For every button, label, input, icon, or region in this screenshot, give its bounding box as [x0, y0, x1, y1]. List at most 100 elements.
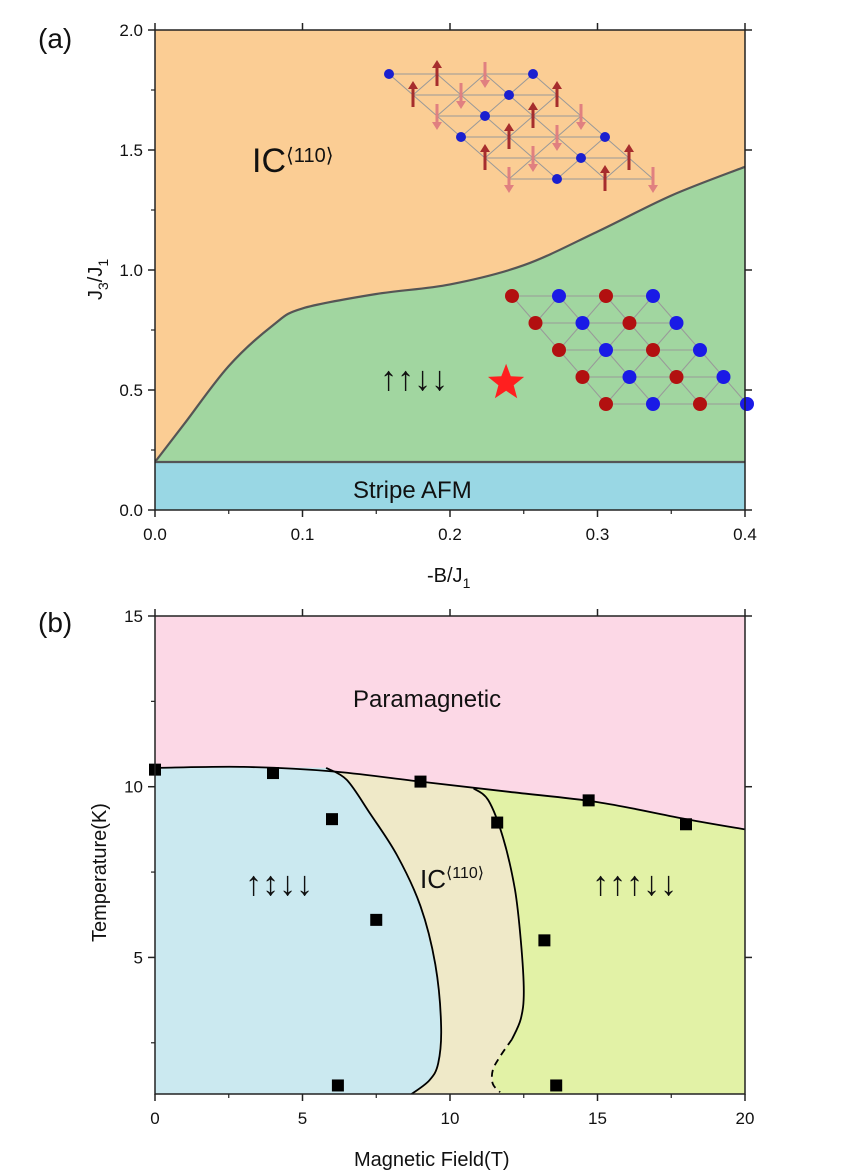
y-axis-title-a: J3/J1: [85, 259, 111, 300]
lattice-site-blue: [716, 370, 731, 384]
spin-up-head: [600, 165, 610, 173]
panel-b-label: (b): [38, 607, 72, 638]
lattice-site-blue: [693, 343, 707, 357]
boundary-ic-uudd: [155, 165, 745, 463]
lattice-bond: [436, 115, 462, 138]
x-tick-label-a: 0.0: [143, 525, 167, 544]
lattice-bond: [436, 73, 462, 96]
y-tick-label-b: 10: [124, 778, 143, 797]
x-tick-label-b: 20: [736, 1109, 755, 1128]
data-point: [267, 767, 279, 780]
lattice-bond: [580, 136, 606, 159]
spin-up-head: [408, 81, 418, 89]
lattice-bond: [556, 136, 582, 159]
lattice-site-red: [599, 289, 613, 303]
x-tick-label-a: 0.2: [438, 525, 462, 544]
lattice-bond: [484, 136, 510, 159]
data-point: [550, 1079, 563, 1092]
region-udud: [155, 766, 442, 1094]
spin-down-head: [528, 164, 538, 172]
spin-down-head: [552, 143, 562, 151]
spin-up-head: [528, 102, 538, 110]
data-point: [326, 813, 338, 826]
lattice-site-blue: [669, 316, 684, 330]
lattice-bond: [532, 94, 558, 117]
lattice-ic-inset: [384, 60, 658, 193]
spin-up-head: [480, 144, 490, 152]
lattice-bond: [484, 94, 510, 117]
spin-up-head: [504, 123, 514, 131]
lattice-bond: [580, 115, 606, 138]
spin-down-head: [432, 122, 442, 130]
lattice-site-blue: [504, 90, 514, 100]
spin-down-head: [480, 80, 490, 88]
boundary-right: [473, 787, 525, 1040]
data-point: [582, 794, 595, 807]
y-tick-label-a: 1.5: [119, 141, 143, 160]
x-axis-title-a: -B/J1: [427, 565, 471, 591]
lattice-bond: [580, 157, 606, 180]
lattice-site-red: [552, 343, 566, 357]
boundary-left: [325, 767, 443, 1094]
spin-down-head: [576, 122, 586, 130]
lattice-bond: [628, 157, 654, 180]
region-uudd-a: [155, 166, 745, 510]
x-tick-label-a: 0.1: [291, 525, 315, 544]
lattice-bond: [556, 94, 582, 117]
lattice-bond: [604, 157, 630, 180]
lattice-site-blue: [740, 397, 754, 411]
lattice-bond: [412, 94, 438, 117]
y-tick-label-b: 5: [134, 948, 143, 967]
boundary-paramagnetic: [155, 765, 745, 831]
lattice-site-red: [622, 316, 637, 330]
lattice-bond: [508, 136, 534, 159]
lattice-site-blue: [600, 132, 610, 142]
spin-up-head: [552, 81, 562, 89]
lattice-bond: [508, 94, 534, 117]
lattice-site-blue: [456, 132, 466, 142]
data-point: [538, 934, 551, 947]
y-tick-label-b: 15: [124, 607, 143, 626]
lattice-site-blue: [576, 153, 586, 163]
lattice-site-red: [505, 289, 519, 303]
lattice-site-blue: [552, 289, 566, 303]
label-ic-110-a: IC⟨110⟩: [252, 142, 334, 180]
spin-down-head: [504, 185, 514, 193]
lattice-site-red: [693, 397, 707, 411]
boundary-right-dashed: [490, 1038, 513, 1093]
x-tick-label-a: 0.4: [733, 525, 757, 544]
lattice-bond: [484, 115, 510, 138]
star-marker: [488, 363, 525, 399]
label-paramagnetic: Paramagnetic: [353, 686, 501, 713]
lattice-site-blue: [622, 370, 637, 384]
lattice-bond: [532, 157, 558, 180]
lattice-site-blue: [528, 69, 538, 79]
lattice-site-red: [669, 370, 684, 384]
spin-up-head: [624, 144, 634, 152]
label-ic-110-b: IC⟨110⟩: [420, 864, 484, 894]
data-point: [680, 818, 692, 831]
lattice-site-blue: [599, 343, 613, 357]
lattice-site-red: [599, 397, 613, 411]
lattice-site-blue: [552, 174, 562, 184]
lattice-bond: [436, 94, 462, 117]
lattice-uudd-inset: [505, 289, 754, 411]
lattice-bond: [388, 73, 414, 96]
lattice-bond: [460, 73, 486, 96]
x-axis-title-b: Magnetic Field(T): [354, 1149, 510, 1171]
lattice-bond: [604, 136, 630, 159]
data-point: [370, 913, 383, 926]
lattice-site-red: [575, 370, 590, 384]
label-udud: ↑↕↓↓: [245, 865, 313, 903]
lattice-bond: [484, 157, 510, 180]
lattice-site-red: [528, 316, 543, 330]
lattice-bond: [556, 115, 582, 138]
axis-ticks-b: 0 5 10 15 20 5 10 15: [124, 607, 754, 1128]
lattice-site-blue: [575, 316, 590, 330]
lattice-bond: [412, 73, 438, 96]
lattice-site-blue: [384, 69, 394, 79]
label-stripe-afm: Stripe AFM: [353, 477, 472, 504]
lattice-bond: [508, 157, 534, 180]
data-point: [331, 1079, 344, 1092]
